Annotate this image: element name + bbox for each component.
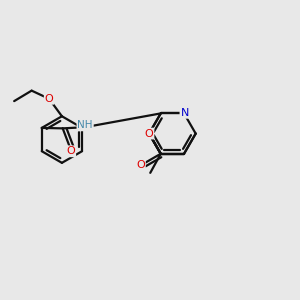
Text: NH: NH [77,120,93,130]
Text: N: N [181,108,189,118]
Text: O: O [136,160,145,170]
Text: O: O [145,129,154,139]
Text: O: O [45,94,53,104]
Text: O: O [67,146,75,156]
